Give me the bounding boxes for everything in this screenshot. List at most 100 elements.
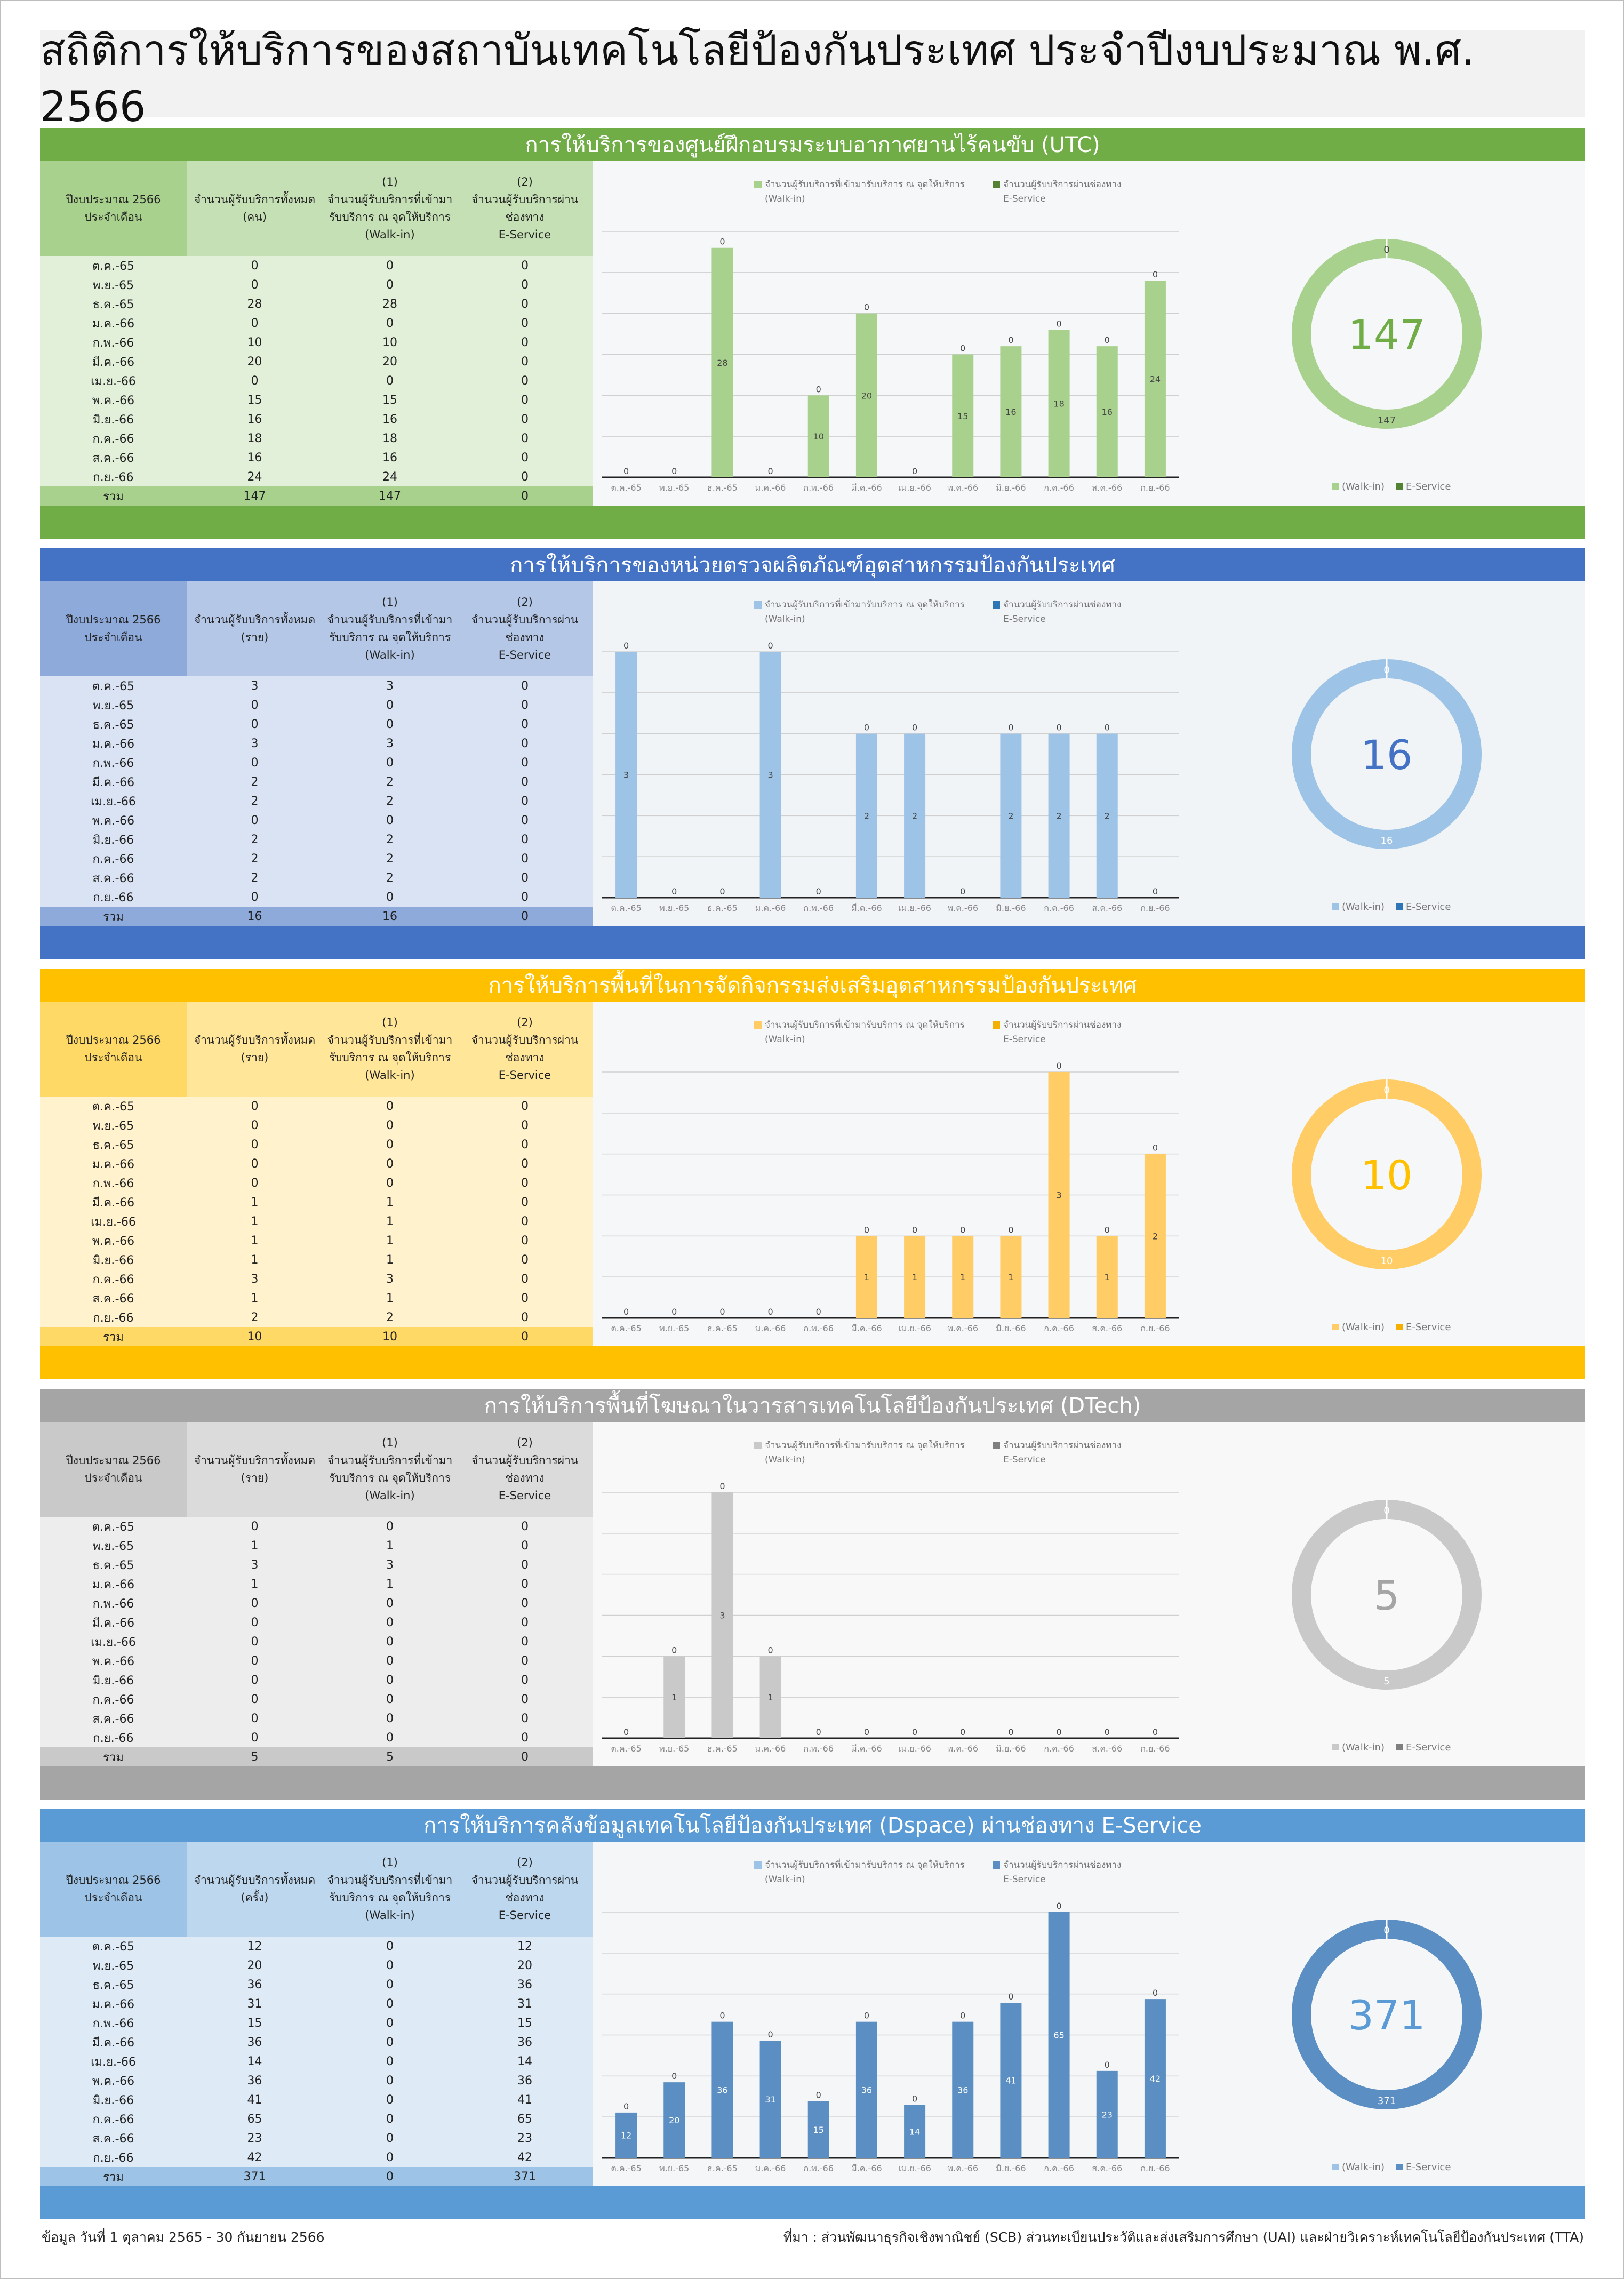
- table-total-row: รวม 16 16 0: [40, 907, 593, 926]
- donut-background: [1188, 161, 1585, 506]
- data-label-top: 0: [671, 1307, 677, 1317]
- walkin-cell: 0: [386, 2150, 394, 2164]
- x-tick-label: ก.ค.-66: [1044, 903, 1074, 913]
- walkin-cell: 0: [386, 2112, 394, 2126]
- walkin-cell: 2: [386, 871, 394, 885]
- eservice-cell: 0: [521, 679, 529, 693]
- data-label-walkin: 20: [861, 390, 872, 401]
- section-title: การให้บริการพื้นที่ในการจัดกิจกรรมส่งเสร…: [40, 969, 1585, 1002]
- month-cell: ส.ค.-66: [92, 2132, 134, 2146]
- bar-eservice: [1096, 2070, 1118, 2158]
- header-eservice: (2) จำนวนผู้รับบริการผ่าน ช่องทาง E-Serv…: [457, 1422, 593, 1517]
- x-tick-label: ส.ค.-66: [1092, 1323, 1122, 1333]
- x-tick-label: ก.พ.-66: [803, 2163, 834, 2173]
- x-tick-label: พ.ย.-65: [659, 1744, 689, 1754]
- chart-legend: จำนวนผู้รับบริการที่เข้ามารับบริการ ณ จุ…: [754, 178, 1121, 204]
- month-cell: พ.ย.-65: [92, 1959, 134, 1973]
- table-row: มี.ค.-66 36 0 36: [40, 2033, 593, 2052]
- data-label-top: 0: [1153, 269, 1158, 279]
- total-value-cell: 147: [243, 489, 266, 503]
- month-cell: ก.ย.-66: [93, 2151, 134, 2165]
- total-cell: 0: [251, 1731, 259, 1745]
- total-cell: 3: [251, 737, 259, 750]
- data-label-top: 0: [1056, 1061, 1061, 1071]
- legend-eservice-label: จำนวนผู้รับบริการผ่านช่องทาง: [1003, 179, 1121, 190]
- month-cell: ม.ค.-66: [92, 1578, 135, 1592]
- data-label-top: 0: [671, 886, 677, 897]
- total-label: รวม: [103, 1330, 124, 1344]
- legend-walkin-swatch: [754, 1442, 762, 1449]
- donut-background: [1188, 1842, 1585, 2186]
- eservice-cell: 12: [517, 1939, 532, 1953]
- section-body: ปีงบประมาณ 2566 ประจำเดือน จำนวนผู้รับบริ…: [40, 1842, 1585, 2186]
- eservice-cell: 0: [521, 852, 529, 866]
- table-row: พ.ย.-65 0 0 0: [40, 1116, 593, 1135]
- table-total-row: รวม 147 147 0: [40, 486, 593, 506]
- section-body: ปีงบประมาณ 2566 ประจำเดือน จำนวนผู้รับบริ…: [40, 1002, 1585, 1346]
- month-cell: พ.ย.-65: [92, 278, 134, 292]
- total-label: รวม: [103, 2170, 124, 2184]
- data-label-walkin: 3: [719, 1611, 725, 1621]
- donut-legend-eservice-swatch: [1396, 483, 1403, 490]
- total-cell: 0: [251, 1138, 259, 1152]
- source-note: ที่มา : ส่วนพัฒนาธุรกิจเชิงพาณิชย์ (SCB)…: [783, 2229, 1584, 2245]
- month-cell: ก.ย.-66: [93, 1731, 134, 1745]
- donut-legend-walkin-label: (Walk-in): [1342, 2162, 1385, 2173]
- table-row: ก.ค.-66 65 0 65: [40, 2109, 593, 2129]
- legend-walkin-sub: (Walk-in): [765, 194, 805, 204]
- data-label-top: 0: [816, 1727, 821, 1737]
- donut-label-minor: 0: [1383, 244, 1389, 255]
- walkin-cell: 0: [386, 2131, 394, 2145]
- bar-eservice: [855, 2021, 877, 2158]
- legend-eservice-swatch: [993, 1021, 1000, 1029]
- data-label-top: 0: [623, 466, 629, 476]
- header-month: ปีงบประมาณ 2566 ประจำเดือน: [40, 581, 187, 676]
- eservice-cell: 42: [517, 2150, 532, 2164]
- walkin-cell: 10: [382, 335, 397, 349]
- x-tick-label: ก.ค.-66: [1044, 1744, 1074, 1754]
- legend-walkin-label: จำนวนผู้รับบริการที่เข้ามารับบริการ ณ จุ…: [765, 178, 965, 190]
- month-cell: เม.ย.-66: [91, 1215, 136, 1229]
- month-cell: เม.ย.-66: [91, 2055, 136, 2069]
- total-cell: 14: [247, 2054, 262, 2068]
- month-cell: ส.ค.-66: [92, 1712, 134, 1726]
- eservice-cell: 0: [521, 775, 529, 789]
- walkin-cell: 0: [386, 1118, 394, 1132]
- total-cell: 0: [251, 1673, 259, 1687]
- data-label-top: 0: [864, 302, 869, 313]
- table-body: ต.ค.-65 0 0 0 พ.ย.-65 1 1 0 ธ.ค.-65 3 3 0 ม.ค.-66 1 1 0…: [40, 1517, 593, 1747]
- data-label-top: 0: [816, 384, 821, 394]
- walkin-cell: 0: [386, 1997, 394, 2011]
- table-row: ต.ค.-65 0 0 0: [40, 256, 593, 275]
- x-tick-label: มี.ค.-66: [851, 483, 882, 493]
- walkin-cell: 1: [386, 1234, 394, 1248]
- month-cell: ธ.ค.-65: [92, 718, 134, 732]
- month-cell: ธ.ค.-65: [92, 1138, 134, 1152]
- month-cell: พ.ย.-65: [92, 1539, 134, 1553]
- data-label-walkin: 3: [1056, 1190, 1061, 1201]
- table-row: มี.ค.-66 0 0 0: [40, 1613, 593, 1632]
- header-eservice: (2) จำนวนผู้รับบริการผ่าน ช่องทาง E-Serv…: [457, 1002, 593, 1097]
- legend-eservice-swatch: [993, 1861, 1000, 1869]
- header-walkin: (1) จำนวนผู้รับบริการที่เข้ามา รับบริการ…: [323, 1002, 457, 1097]
- service-section: การให้บริการของศูนย์ฝึกอบรมระบบอากาศยานไ…: [40, 128, 1585, 539]
- month-cell: ต.ค.-65: [92, 1520, 134, 1534]
- table-row: เม.ย.-66 0 0 0: [40, 1632, 593, 1651]
- donut-center-total: 10: [1361, 1152, 1413, 1199]
- x-tick-label: ม.ค.-66: [755, 2163, 786, 2173]
- x-tick-label: ก.ย.-66: [1140, 483, 1170, 493]
- walkin-cell: 3: [386, 1558, 394, 1572]
- x-tick-label: พ.ค.-66: [947, 1744, 978, 1754]
- x-tick-label: มิ.ย.-66: [996, 1744, 1026, 1754]
- table-row: พ.ค.-66 1 1 0: [40, 1231, 593, 1250]
- bar-eservice: [615, 2112, 637, 2158]
- bar-eservice: [1000, 2003, 1022, 2158]
- legend-eservice-sub: E-Service: [1003, 614, 1046, 625]
- table-row: พ.ค.-66 15 15 0: [40, 390, 593, 410]
- header-month: ปีงบประมาณ 2566 ประจำเดือน: [40, 161, 187, 256]
- donut-legend-eservice-label: E-Service: [1406, 901, 1451, 913]
- x-tick-label: มี.ค.-66: [851, 1323, 882, 1333]
- table-row: ต.ค.-65 0 0 0: [40, 1097, 593, 1116]
- table-row: เม.ย.-66 1 1 0: [40, 1212, 593, 1231]
- bar-chart: จำนวนผู้รับบริการที่เข้ามารับบริการ ณ จุ…: [593, 1002, 1188, 1346]
